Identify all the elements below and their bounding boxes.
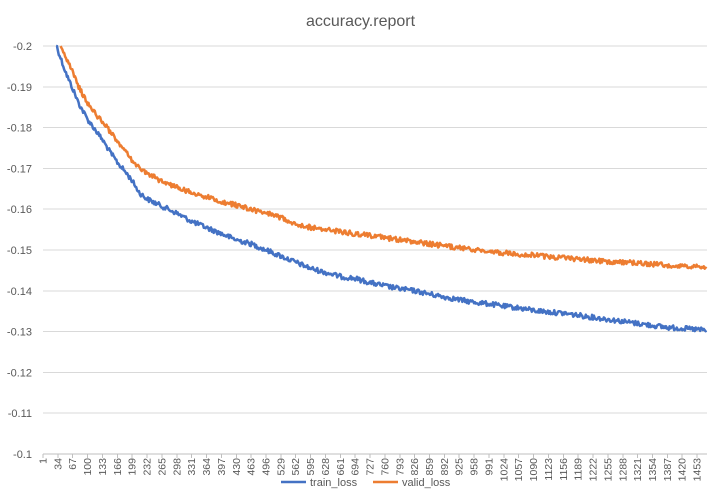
series-line-valid-loss [59,45,708,270]
y-tick-label: -0.19 [7,82,32,94]
x-tick-label: 364 [201,458,213,476]
x-tick-label: 397 [216,458,228,476]
x-tick-label: 34 [52,458,64,470]
x-tick-label: 958 [469,458,481,476]
x-tick-label: 1288 [617,458,629,482]
x-tick-label: 628 [320,458,332,476]
x-tick-label: 265 [156,458,168,476]
x-tick-label: 100 [82,458,94,476]
x-tick-label: 1 [38,458,50,464]
x-tick-label: 661 [335,458,347,476]
y-tick-label: -0.2 [13,41,32,53]
y-tick-label: -0.13 [7,327,32,339]
x-tick-label: 1123 [543,458,555,481]
x-tick-label: 991 [483,458,495,476]
x-tick-label: 1090 [528,458,540,482]
axes [42,453,707,458]
x-tick-label: 892 [439,458,451,476]
series-lines [55,44,708,333]
x-tick-label: 1321 [632,458,644,482]
series-line-train-loss [55,44,708,333]
x-tick-label: 1222 [588,458,600,482]
x-tick-label: 694 [350,458,362,476]
x-tick-label: 199 [127,458,139,476]
x-tick-label: 1387 [662,458,674,482]
x-tick-label: 463 [246,458,258,476]
x-tick-label: 595 [305,458,317,476]
x-tick-label: 826 [409,458,421,476]
x-tick-label: 1420 [677,458,689,482]
x-tick-label: 166 [112,458,124,476]
x-tick-label: 496 [260,458,272,476]
x-tick-label: 430 [231,458,243,476]
x-tick-label: 67 [67,458,79,470]
x-tick-label: 529 [275,458,287,476]
gridlines [43,45,707,455]
legend: train_loss valid_loss [281,477,451,489]
x-tick-label: 1255 [602,458,614,482]
legend-label: valid_loss [402,477,451,489]
x-tick-label: 1189 [573,458,585,481]
x-tick-label: 133 [97,458,109,476]
x-tick-label: 562 [290,458,302,476]
x-tick-label: 1024 [498,458,510,482]
y-tick-label: -0.14 [7,286,32,298]
x-tick-label: 760 [379,458,391,476]
y-tick-label: -0.15 [7,245,32,257]
x-tick-label: 1156 [558,458,570,481]
x-tick-label: 793 [394,458,406,476]
x-tick-label: 1354 [647,458,659,482]
x-tick-label: 331 [186,458,198,476]
x-tick-label: 298 [171,458,183,476]
x-tick-label: 1057 [513,458,525,482]
x-tick-label: 1453 [692,458,704,482]
y-tick-label: -0.1 [13,449,32,461]
y-tick-label: -0.18 [7,123,32,135]
y-tick-label: -0.17 [7,163,32,175]
x-tick-label: 859 [424,458,436,476]
y-tick-label: -0.12 [7,367,32,379]
x-tick-label: 232 [142,458,154,476]
y-tick-label: -0.11 [8,408,32,420]
y-tick-label: -0.16 [7,204,32,216]
x-tick-label: 727 [365,458,377,476]
x-tick-labels: 1 34 67 100 133 166 199 232 265 298 331 364 397 430 46… [38,458,704,482]
x-tick-label: 925 [454,458,466,476]
y-tick-labels: -0.2 -0.19 -0.18 -0.17 -0.16 -0.15 -0.14 -0.13 -… [7,41,32,461]
legend-label: train_loss [310,477,358,489]
chart-title: accuracy.report [306,13,416,30]
